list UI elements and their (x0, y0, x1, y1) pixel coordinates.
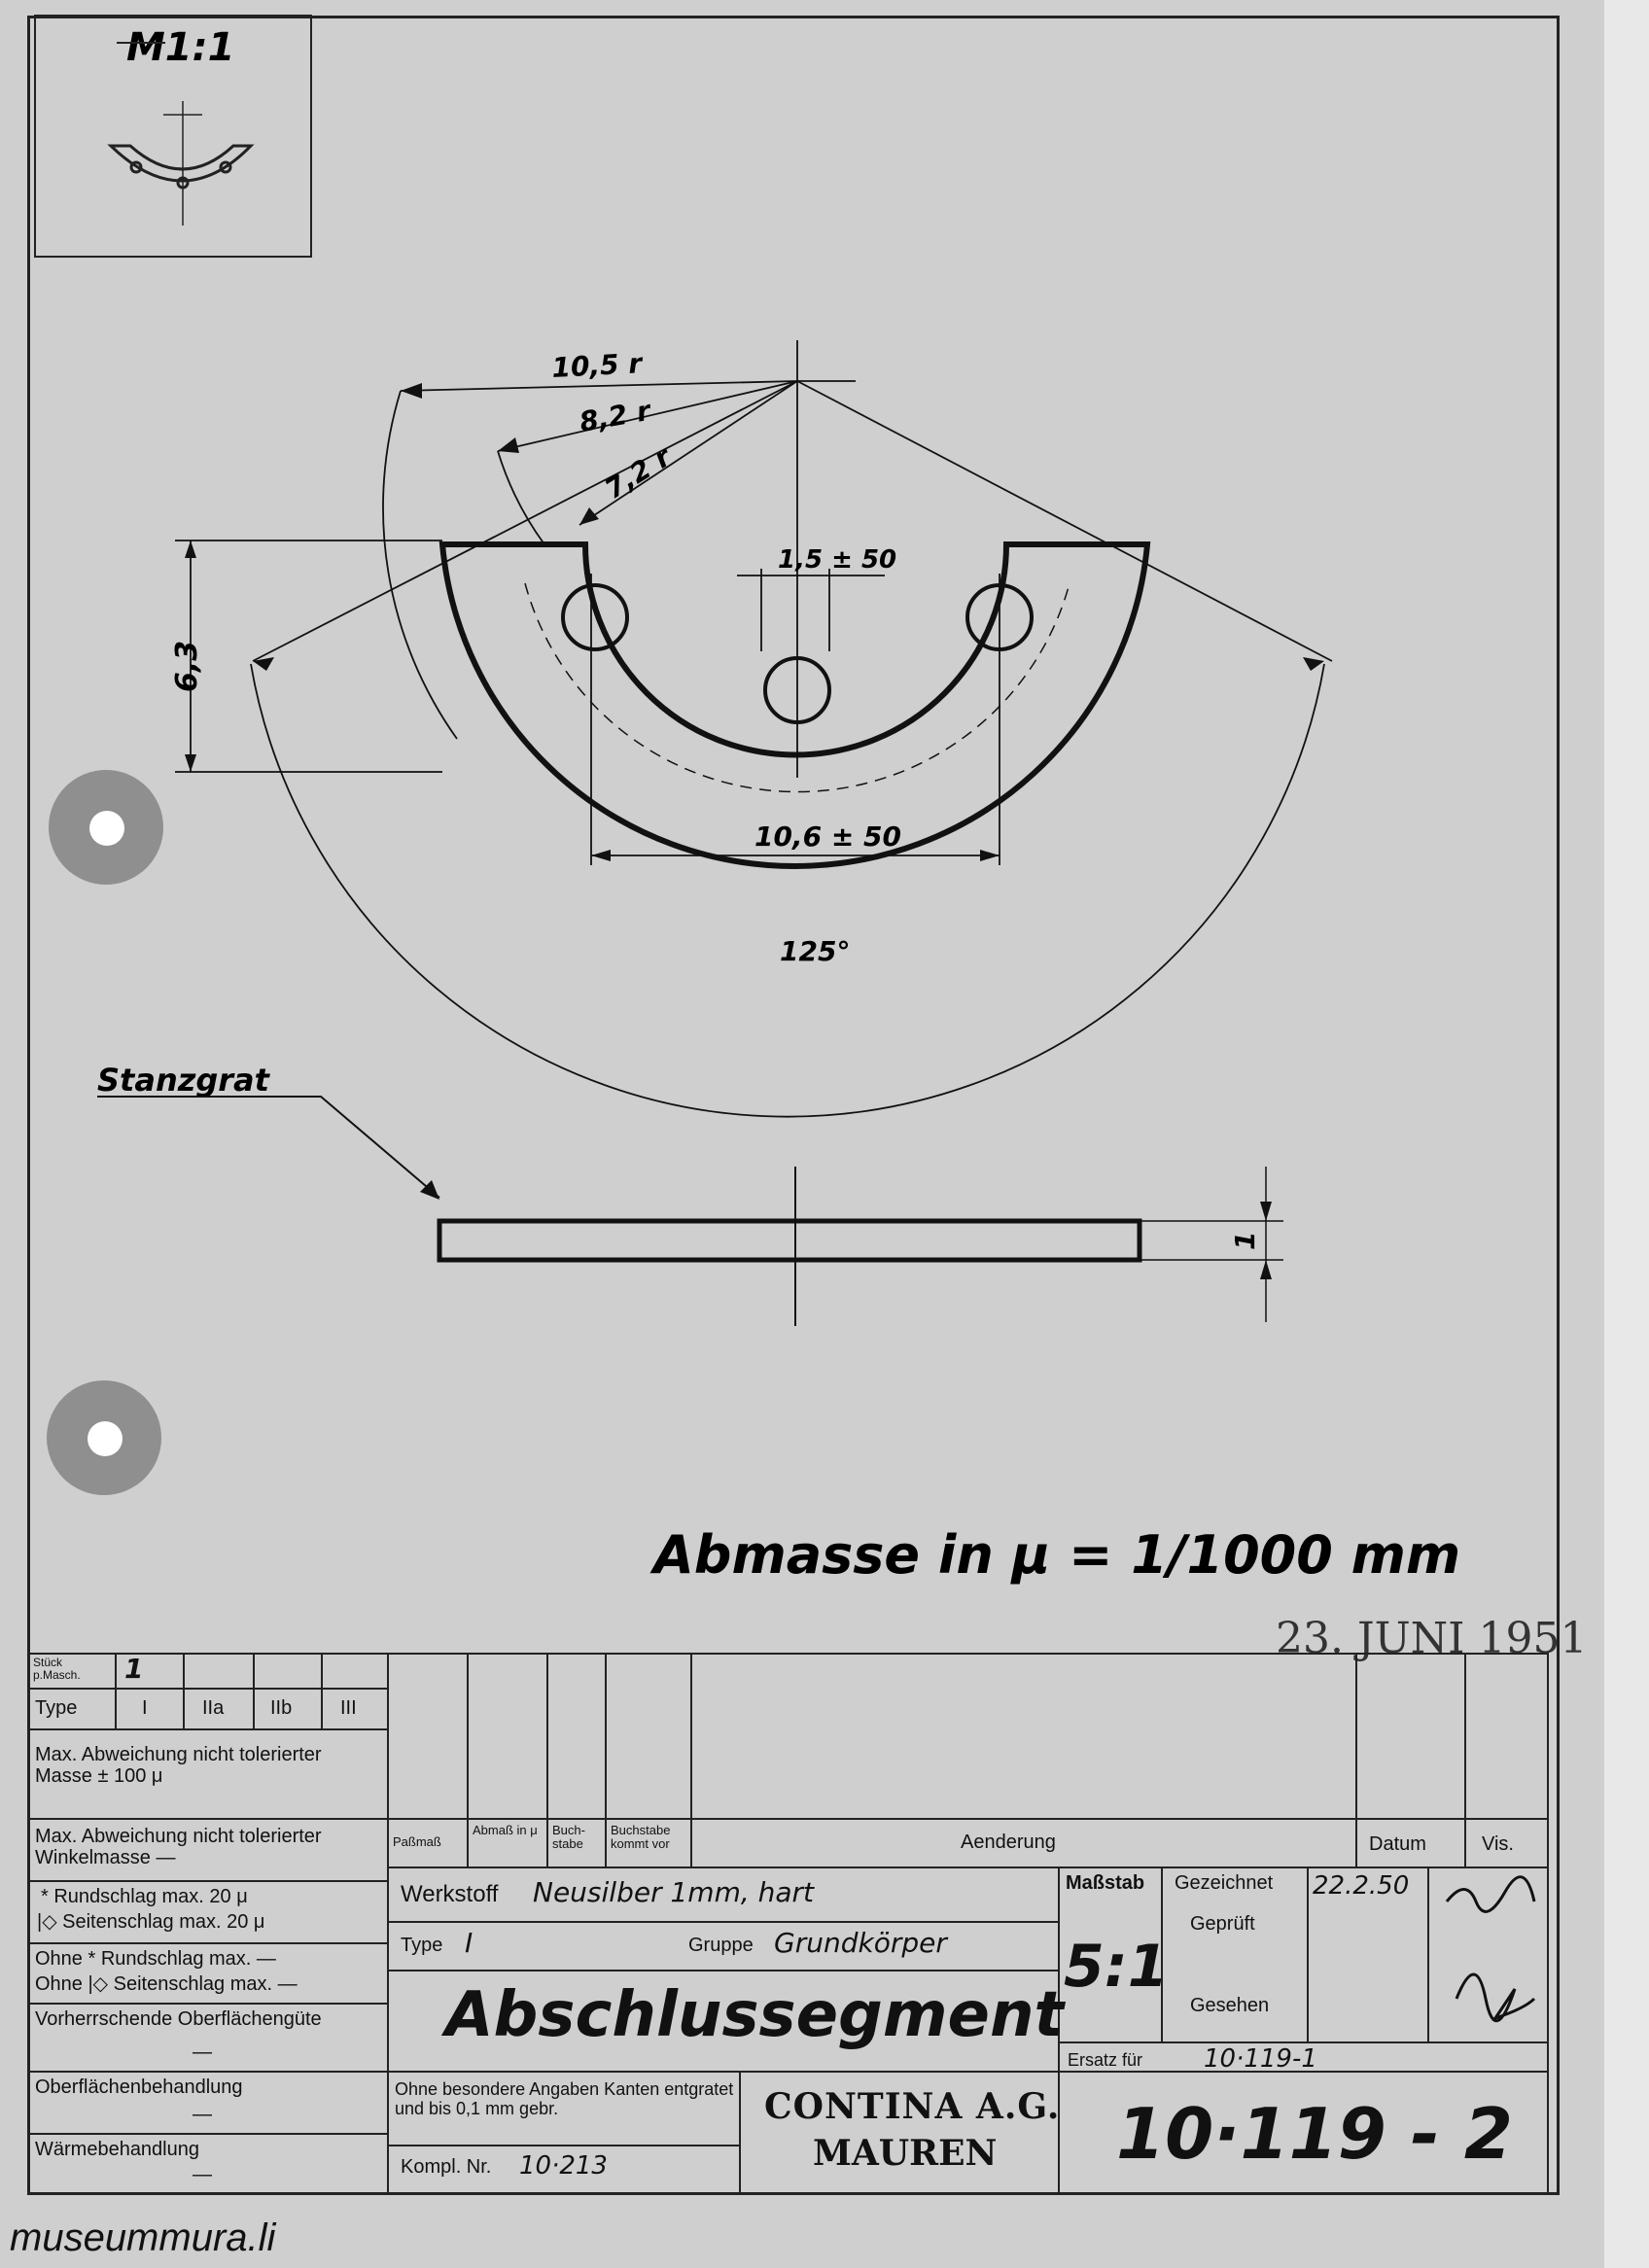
type-col-3: IIb (270, 1697, 293, 1719)
group-value: Grundkörper (774, 1927, 947, 1959)
title-block: Stück p.Masch. 1 Type I IIa IIb III Max.… (27, 1653, 1549, 2194)
drawing-number: 10·119 - 2 (1116, 2093, 1513, 2175)
tolerance-note: Abmasse in μ = 1/1000 mm (649, 1524, 1460, 1586)
heat-treatment-label: Wärmebehandlung (35, 2139, 199, 2160)
burr-leader-line (268, 1096, 440, 1199)
col-aenderung: Aenderung (961, 1832, 1056, 1853)
seen-label: Gesehen (1190, 1995, 1270, 2016)
runout-radial: * Rundschlag max. 20 μ (41, 1886, 248, 1907)
hole-pitch-circle (524, 582, 1070, 793)
dim-thickness: 1 (1229, 1232, 1261, 1250)
col-buchstabe-kommt: Buchstabe kommt vor (611, 1823, 671, 1852)
checked-label: Geprüft (1190, 1913, 1255, 1935)
mounting-hole-left (561, 583, 629, 651)
col-datum: Datum (1369, 1833, 1426, 1855)
col-buchstabe: Buch-stabe (552, 1823, 585, 1852)
scale-value: 5:1 (1064, 1933, 1169, 2001)
side-view-outline (437, 1218, 1142, 1263)
punch-hole-top (49, 770, 163, 885)
material-label: Werkstoff (401, 1881, 499, 1907)
col-vis: Vis. (1482, 1833, 1514, 1855)
replaces-label: Ersatz für (1068, 2050, 1143, 2070)
type-col-2: IIa (202, 1697, 225, 1719)
max-deviation-dims: Max. Abweichung nicht tolerierter Masse … (35, 1744, 322, 1787)
type2-label: Type (401, 1935, 443, 1956)
max-deviation-angles: Max. Abweichung nicht tolerierter Winkel… (35, 1826, 322, 1868)
drawn-label: Gezeichnet (1175, 1872, 1274, 1894)
without-runout-axial: Ohne |◇ Seitenschlag max. — (35, 1973, 298, 1995)
paper-edge (1604, 0, 1649, 2268)
received-date-stamp: 23. JUNI 1951 (1276, 1614, 1588, 1663)
side-view-label: Stanzgrat (97, 1062, 271, 1099)
type-label: Type (35, 1697, 78, 1719)
dim-hole-offset: 1,5 ± 50 (778, 545, 896, 575)
watermark: museummura.li (10, 2216, 276, 2259)
group-label: Gruppe (688, 1935, 754, 1956)
company-name: CONTINA A.G. (764, 2086, 1061, 2127)
signature-drawn (1445, 1875, 1536, 2022)
thickness-arrow-bottom (1260, 1260, 1272, 1279)
dim-width: 10,6 ± 50 (754, 820, 901, 853)
dim-radius-10-5: 10,5 r (551, 347, 645, 384)
type-col-1: I (142, 1697, 148, 1719)
surface-treatment-value: — (193, 2104, 212, 2125)
burr-leader-arrow (420, 1180, 439, 1200)
dim-radius-8-2: 8,2 r (577, 394, 654, 438)
material-value: Neusilber 1mm, hart (533, 1876, 815, 1908)
surface-treatment-label: Oberflächenbehandlung (35, 2076, 243, 2098)
thickness-arrow-top (1260, 1202, 1272, 1221)
surface-quality-label: Vorherrschende Oberflächengüte (35, 2008, 322, 2030)
dim-angle: 125° (780, 935, 850, 967)
dim-height: 6,3 (170, 641, 204, 692)
stueck-label: Stück p.Masch. (33, 1656, 81, 1683)
col-abmass: Abmaß in μ (473, 1823, 538, 1837)
type-col-4: III (340, 1697, 357, 1719)
scale-label: Maßstab (1066, 1872, 1145, 1894)
assembly-no-value: 10·213 (519, 2151, 608, 2181)
without-runout-radial: Ohne * Rundschlag max. — (35, 1948, 276, 1970)
part-name: Abschlussegment (445, 1979, 1065, 2051)
edge-note: Ohne besondere Angaben Kanten entgratet … (395, 2079, 734, 2118)
dimension-lines (175, 340, 1333, 1118)
punch-hole-bottom (47, 1380, 161, 1495)
company-location: MAUREN (813, 2133, 998, 2174)
scale-box-frame (34, 15, 312, 258)
segment-part-outline (439, 541, 1151, 869)
runout-axial: |◇ Seitenschlag max. 20 μ (37, 1911, 265, 1933)
replaces-value: 10·119-1 (1204, 2044, 1317, 2074)
dimension-arrows (185, 383, 1324, 861)
stueck-value: 1 (124, 1653, 144, 1685)
scale-box-miniature-icon (107, 101, 255, 226)
assembly-no-label: Kompl. Nr. (401, 2156, 492, 2178)
col-passmass: Paßmaß (393, 1834, 441, 1849)
surface-quality-value: — (193, 2041, 212, 2063)
scale-box-label: M1:1 (126, 25, 234, 70)
drawn-date: 22.2.50 (1313, 1871, 1410, 1901)
heat-treatment-value: — (193, 2164, 212, 2185)
type2-value: I (465, 1927, 474, 1959)
